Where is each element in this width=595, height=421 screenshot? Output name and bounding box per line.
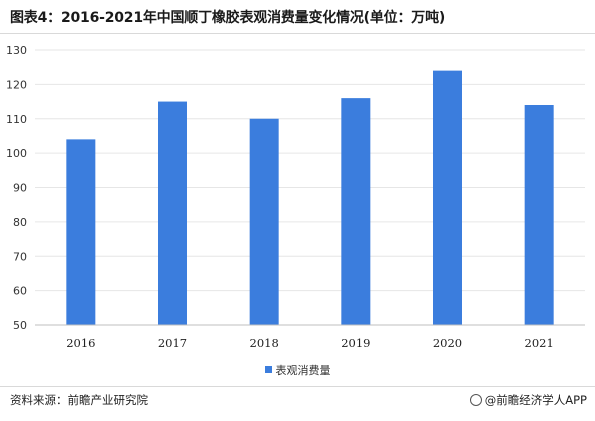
footer-divider	[0, 386, 595, 387]
y-tick-label: 100	[6, 147, 27, 160]
bar-2020	[433, 70, 462, 325]
bar-2019	[341, 98, 371, 325]
gridlines	[35, 49, 585, 292]
y-tick-label: 110	[6, 113, 27, 126]
chart-title: 图表4：2016-2021年中国顺丁橡胶表观消费量变化情况(单位：万吨)	[10, 10, 446, 26]
y-tick-label: 90	[13, 182, 27, 195]
x-tick-label: 2019	[341, 336, 370, 350]
bar-2021	[524, 105, 554, 325]
bar-2016	[66, 139, 96, 325]
y-tick-label: 80	[13, 216, 27, 229]
y-tick-label: 70	[13, 250, 27, 263]
brand-label: @前瞻经济学人APP	[484, 393, 587, 407]
legend-swatch	[264, 366, 272, 373]
x-tick-label: 2021	[525, 336, 554, 350]
x-tick-label: 2020	[433, 336, 462, 350]
y-tick-label: 130	[6, 44, 27, 57]
y-tick-label: 120	[6, 78, 27, 91]
brand-credit: @前瞻经济学人APP	[469, 392, 587, 408]
x-tick-label: 2017	[158, 336, 187, 350]
y-tick-label: 60	[13, 285, 27, 298]
legend-label: 表观消费量	[275, 364, 331, 377]
legend: 表观消费量	[0, 362, 595, 378]
title-divider	[0, 33, 595, 34]
bar-2017	[158, 101, 187, 325]
x-axis-tick-labels: 2016 2017 2018 2019 2020 2021	[66, 336, 554, 350]
y-axis-tick-labels: 50 60 70 80 90 100 110 120 130	[6, 44, 27, 332]
source-note: 资料来源：前瞻产业研究院	[10, 393, 148, 407]
bar-2018	[249, 118, 279, 325]
x-tick-label: 2016	[66, 336, 95, 350]
bars	[66, 70, 554, 325]
x-tick-label: 2018	[250, 336, 279, 350]
y-tick-label: 50	[13, 319, 27, 332]
brand-logo-icon	[469, 394, 482, 406]
